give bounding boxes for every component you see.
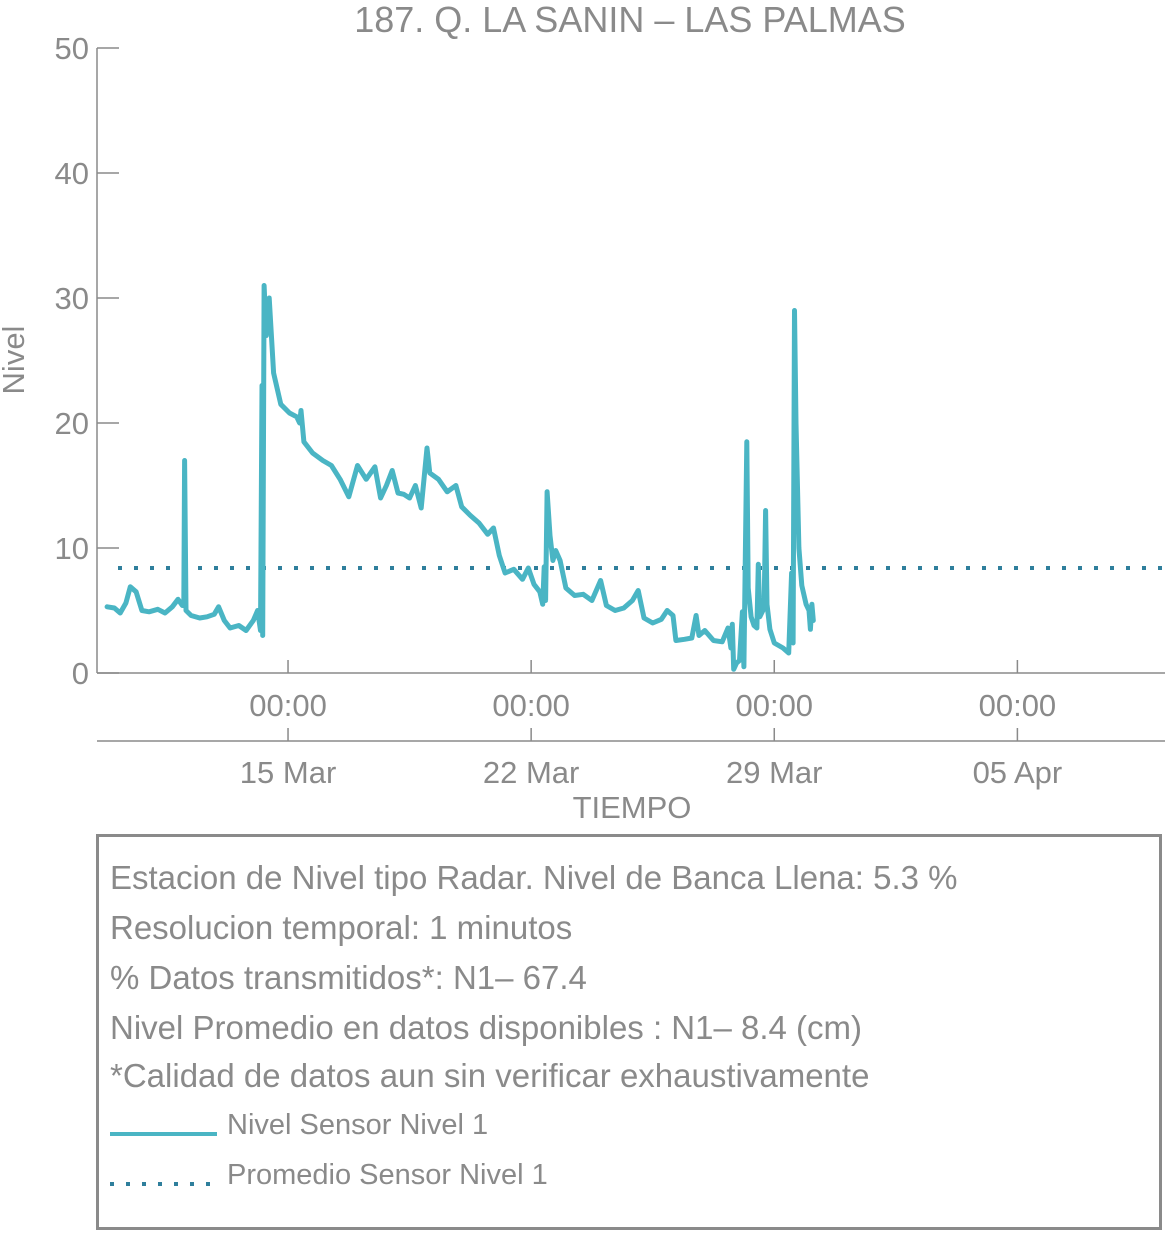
x-tick-label-date: 05 Apr: [973, 755, 1063, 790]
info-line-nivel-promedio: Nivel Promedio en datos disponibles : N1…: [110, 1009, 863, 1046]
y-tick-label: 10: [55, 531, 89, 566]
info-line-resolucion: Resolucion temporal: 1 minutos: [110, 909, 573, 946]
x-tick-label-date: 22 Mar: [483, 755, 579, 790]
series-line-nivel: [104, 283, 816, 672]
plot-area: [104, 283, 1165, 672]
y-tick-label: 40: [55, 156, 89, 191]
legend-label-promedio: Promedio Sensor Nivel 1: [227, 1159, 548, 1191]
legend-label-nivel: Nivel Sensor Nivel 1: [227, 1109, 489, 1141]
info-line-calidad: *Calidad de datos aun sin verificar exha…: [110, 1057, 870, 1094]
x-axis-label: TIEMPO: [573, 790, 692, 825]
axes: 0 10 20 30 40 50 00:00 00:00 00:00 00:00 15 Mar 22 …: [55, 31, 1165, 790]
info-line-datos-transmitidos: % Datos transmitidos*: N1– 67.4: [110, 959, 587, 996]
y-axis-label: Nivel: [0, 326, 31, 395]
x-tick-label-date: 15 Mar: [240, 755, 336, 790]
info-box: Estacion de Nivel tipo Radar. Nivel de B…: [96, 834, 1162, 1230]
legend-swatch-dotted: [110, 1182, 217, 1186]
y-tick-label: 30: [55, 281, 89, 316]
x-tick-label-time: 00:00: [979, 688, 1057, 723]
y-tick-label: 0: [72, 656, 89, 691]
y-tick-label: 20: [55, 406, 89, 441]
chart-title: 187. Q. LA SANIN – LAS PALMAS: [354, 0, 906, 40]
x-tick-label-time: 00:00: [249, 688, 327, 723]
y-tick-label: 50: [55, 31, 89, 66]
x-tick-label-time: 00:00: [492, 688, 570, 723]
info-line-banca-llena: Estacion de Nivel tipo Radar. Nivel de B…: [110, 859, 958, 896]
x-tick-label-time: 00:00: [735, 688, 813, 723]
x-tick-label-date: 29 Mar: [726, 755, 822, 790]
legend-swatch-solid: [110, 1132, 217, 1136]
level-chart: 187. Q. LA SANIN – LAS PALMAS Nivel TIEM…: [0, 0, 1165, 825]
